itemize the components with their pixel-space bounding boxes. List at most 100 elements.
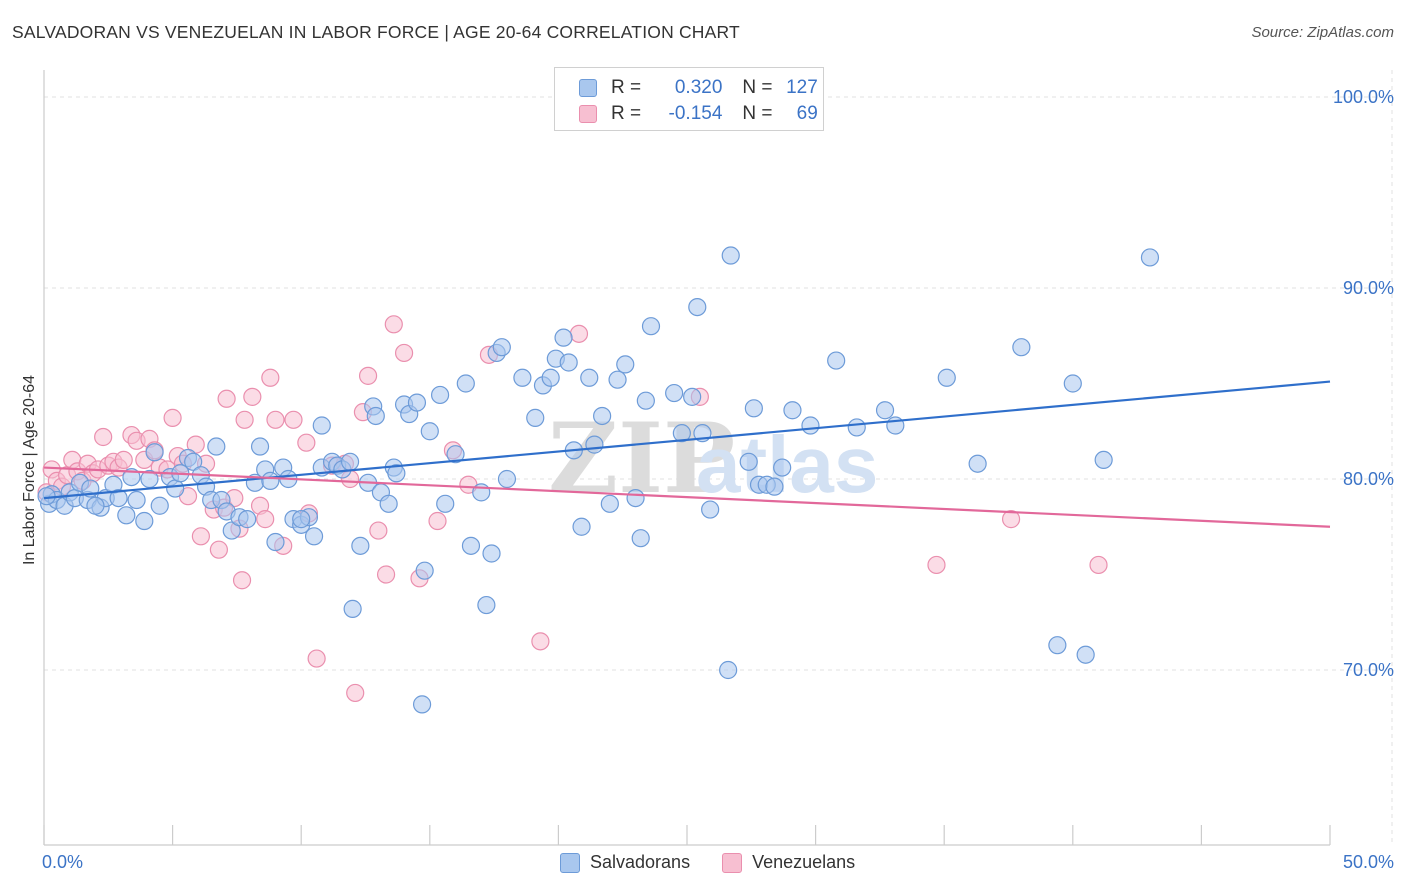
salvadoran-point [875,401,895,420]
venezuelan-point [428,511,447,531]
salvadoran-point [719,660,738,680]
salvadoran-point [420,422,439,441]
salvadoran-point [379,494,398,513]
salvadoran-point [585,435,604,454]
venezuelan-point [531,632,550,651]
salvadoran-point [250,437,270,456]
salvadoran-point [616,355,635,374]
salvadoran-point [127,490,146,510]
salvadoran-point [631,529,650,548]
salvadoran-point [387,464,406,483]
salvadoran-point [292,510,311,529]
y-tick-label: 70.0% [1342,660,1394,680]
salvadoran-point [554,328,573,347]
legend-label-venezuelans: Venezuelans [752,852,856,872]
salvadoran-point [497,469,517,489]
salvadoran-point [366,406,385,426]
salvadoran-point [1140,248,1160,267]
salvadoran-point [343,599,362,618]
legend-label-salvadorans: Salvadorans [590,852,691,872]
salvadoran-point [166,479,185,498]
x-tick-label-max: 50.0% [1342,852,1394,872]
salvadoran-point [37,487,56,506]
salvadoran-point [626,489,645,508]
venezuelan-point [235,410,254,429]
y-axis-label: In Labor Force | Age 20-64 [21,374,38,566]
legend-swatch-venezuelans [579,105,597,123]
y-tick-label: 80.0% [1342,469,1394,489]
salvadoran-point [312,416,331,435]
legend-row-venezuelans: R = -0.154 N = 69 [579,102,818,126]
legend-n-value: 127 [786,77,818,98]
salvadoran-point [937,368,956,387]
salvadoran-point [513,368,532,387]
legend-r-value: -0.154 [668,103,723,124]
salvadoran-point [541,368,560,387]
venezuelan-point [384,315,403,334]
legend-n-value: 69 [796,103,818,124]
venezuelan-point [261,368,280,387]
salvadoran-point [461,536,481,555]
salvadoran-point [801,416,820,435]
venezuelan-point [94,427,113,447]
legend-r-value: 0.320 [674,77,723,98]
legend-swatch-salvadorans [579,79,597,97]
salvadoran-point [765,477,784,496]
salvadoran-point [665,383,684,403]
salvadoran-point [1012,338,1031,357]
venezuelan-point [369,521,388,540]
salvadoran-point [593,406,612,426]
legend-r-label: R = [611,103,642,124]
legend-item-salvadorans[interactable]: Salvadorans [560,852,690,873]
salvadoran-point [86,496,105,515]
venezuelan-point [284,410,303,429]
venezuelan-point [297,433,316,452]
salvadoran-point [117,506,136,525]
salvadoran-point [721,246,740,265]
salvadoran-point [266,532,285,552]
salvadoran-point [135,511,154,531]
venezuelan-point [394,343,414,363]
legend-item-venezuelans[interactable]: Venezuelans [722,852,855,873]
salvadoran-point [436,494,455,513]
salvadoran-point [407,393,427,412]
salvadoran-point [641,317,661,336]
salvadoran-point [968,454,987,473]
salvadoran-point [688,298,707,317]
salvadoran-point [847,418,866,437]
salvadoran-point [701,500,720,519]
salvadoran-point [340,452,360,471]
salvadoran-point [207,437,226,456]
stats-legend: R = 0.320 N = 127 R = -0.154 N = 69 [554,67,824,131]
salvadoran-point [351,536,370,555]
salvadoran-point [608,370,627,389]
legend-swatch-venezuelans [722,852,743,873]
salvadoran-point [773,458,792,477]
venezuelan-point [266,410,285,429]
salvadoran-points [37,246,1160,714]
salvadoran-point [572,517,591,536]
venezuelan-point [217,389,236,408]
venezuelan-point [191,527,210,546]
venezuelan-point [209,540,228,559]
venezuelan-point [256,510,275,529]
venezuelan-point [569,324,589,343]
legend-n-label: N = [742,77,773,98]
salvadoran-point [184,452,203,471]
venezuelan-point [243,387,262,406]
legend-swatch-salvadorans [560,852,580,873]
venezuelan-point [927,555,946,575]
venezuelan-point [307,649,326,668]
salvadoran-point [1048,636,1067,655]
axes [43,70,1331,846]
chart-title: SALVADORAN VS VENEZUELAN IN LABOR FORCE … [12,22,740,42]
legend-n-label: N = [742,103,773,124]
salvadoran-point [580,368,599,387]
salvadoran-point [482,544,501,563]
salvadoran-trend-line [43,380,1331,500]
venezuelan-point [376,565,396,584]
venezuelan-point [163,408,182,427]
venezuelan-point [1089,555,1108,575]
salvadoran-point [827,351,846,370]
